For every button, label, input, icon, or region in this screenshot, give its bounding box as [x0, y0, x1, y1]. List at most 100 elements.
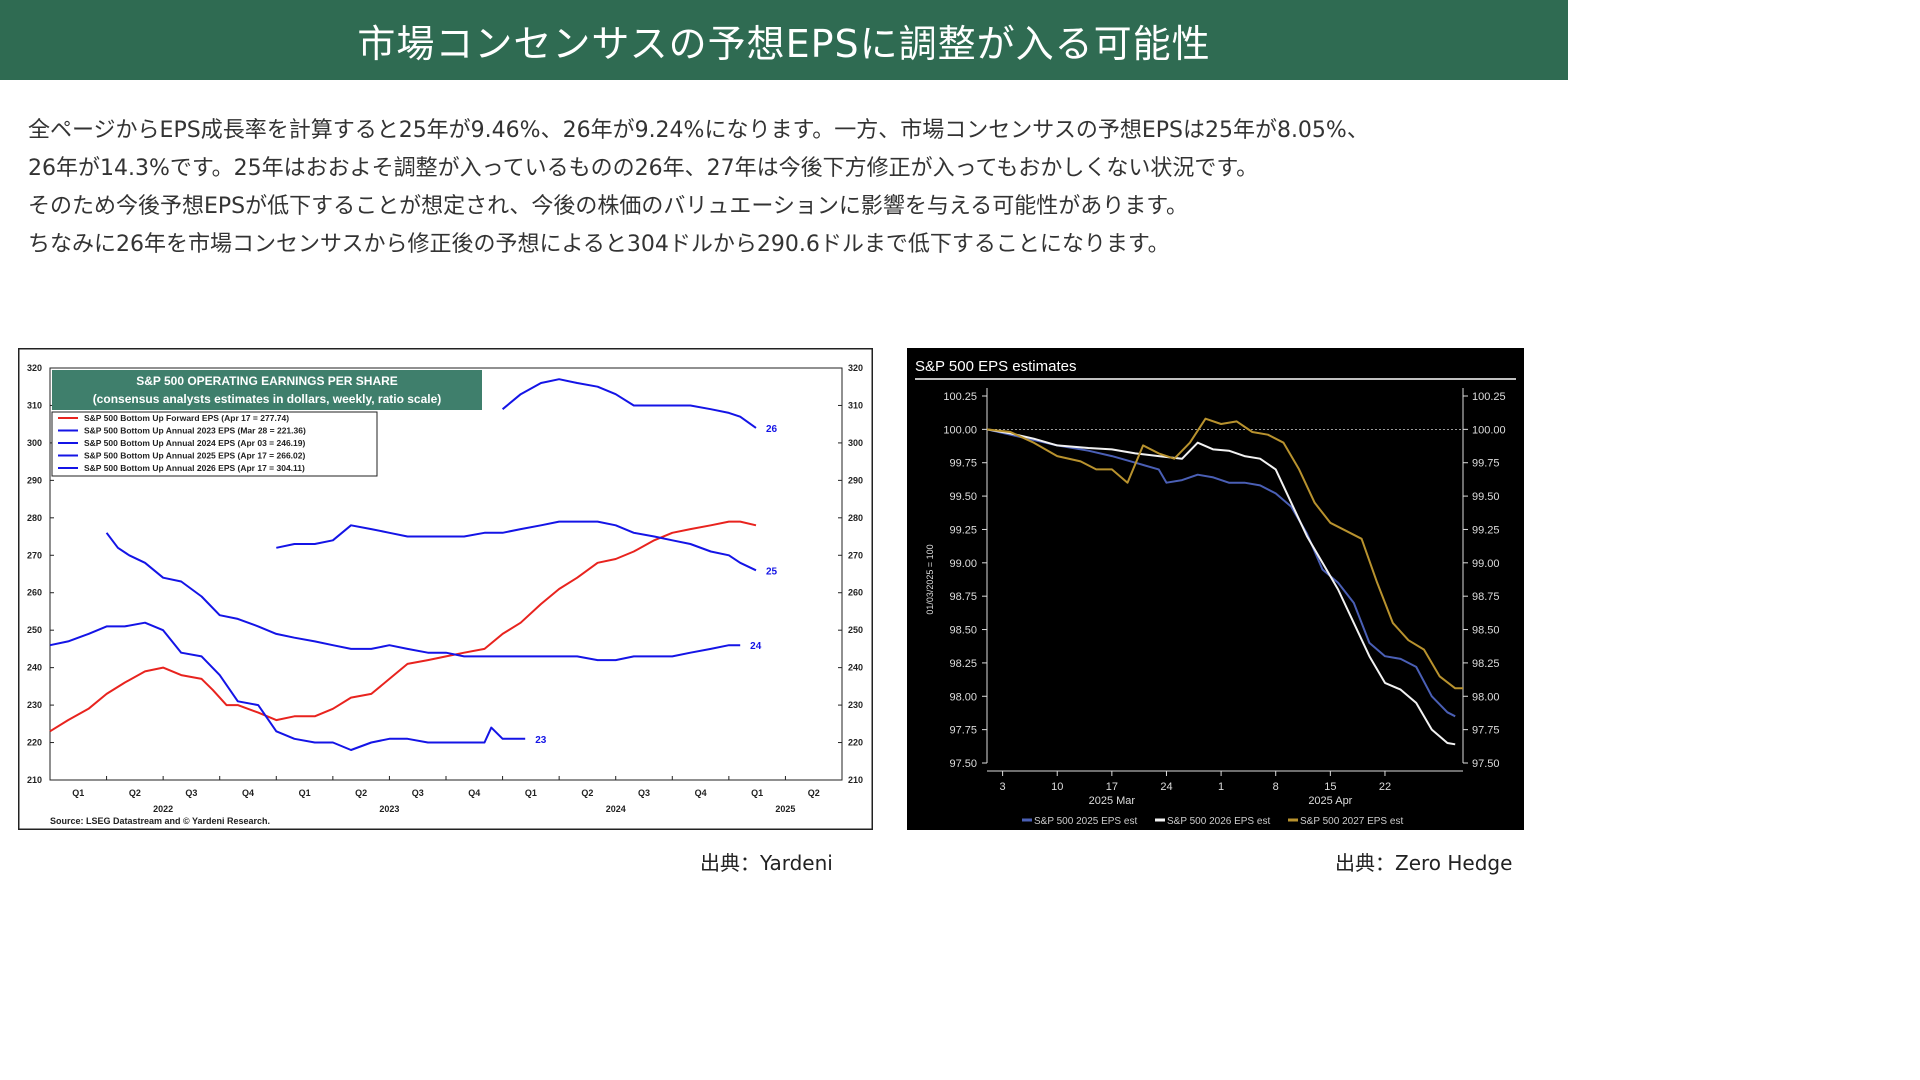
- legend-entry: S&P 500 Bottom Up Annual 2025 EPS (Apr 1…: [84, 451, 305, 461]
- series-end-label: 23: [535, 735, 547, 746]
- series-end-label: 24: [750, 641, 762, 652]
- x-tick-label: Q2: [129, 788, 141, 798]
- y-tick-label-left: 290: [27, 475, 42, 485]
- y-tick-label-left: 98.25: [949, 658, 977, 670]
- y-tick-label-left: 99.50: [949, 491, 977, 503]
- y-tick-label-right: 99.75: [1472, 458, 1500, 470]
- body-line: 全ページからEPS成長率を計算すると25年が9.46%、26年が9.24%になり…: [28, 118, 1369, 143]
- y-tick-label-right: 300: [848, 438, 863, 448]
- y-tick-label-left: 99.00: [949, 558, 977, 570]
- y-tick-label-left: 270: [27, 550, 42, 560]
- y-tick-label-left: 98.75: [949, 591, 977, 603]
- y-tick-label-right: 280: [848, 513, 863, 523]
- y-tick-label-right: 97.75: [1472, 725, 1500, 737]
- header-bar: 市場コンセンサスの予想EPSに調整が入る可能性: [0, 0, 1568, 80]
- y-tick-label-left: 100.25: [943, 391, 977, 403]
- series-end-label: 25: [766, 566, 778, 577]
- body-line: 26年が14.3%です。25年はおおよそ調整が入っているものの26年、27年は今…: [28, 156, 1259, 181]
- x-tick-label: Q2: [355, 788, 367, 798]
- body-text: 全ページからEPS成長率を計算すると25年が9.46%、26年が9.24%になり…: [28, 112, 1548, 264]
- y-tick-label-right: 250: [848, 625, 863, 635]
- series-line: [49, 621, 526, 751]
- y-tick-label-left: 240: [27, 663, 42, 673]
- y-tick-label-right: 99.00: [1472, 558, 1500, 570]
- chart-source-note: Source: LSEG Datastream and © Yardeni Re…: [50, 816, 270, 826]
- y-tick-label-left: 98.00: [949, 691, 977, 703]
- series-line: [276, 520, 757, 572]
- y-tick-label-right: 210: [848, 775, 863, 785]
- y-tick-label-left: 100.00: [943, 424, 977, 436]
- y-tick-label-right: 310: [848, 400, 863, 410]
- series-line: [105, 532, 741, 662]
- x-tick-label: 24: [1160, 781, 1172, 793]
- legend-entry: S&P 500 Bottom Up Forward EPS (Apr 17 = …: [84, 413, 289, 423]
- page-title: 市場コンセンサスの予想EPSに調整が入る可能性: [357, 21, 1211, 66]
- y-tick-label-left: 220: [27, 738, 42, 748]
- series-line: [986, 428, 1456, 746]
- x-tick-label: 22: [1379, 781, 1391, 793]
- chart-title-box: [52, 370, 482, 410]
- y-tick-label-right: 290: [848, 475, 863, 485]
- body-line: そのため今後予想EPSが低下することが想定され、今後の株価のバリュエーションに影…: [28, 194, 1189, 219]
- y-tick-label-left: 210: [27, 775, 42, 785]
- x-tick-label: 3: [1000, 781, 1006, 793]
- chart-title: S&P 500 EPS estimates: [915, 358, 1076, 375]
- y-tick-label-left: 260: [27, 588, 42, 598]
- y-tick-label-right: 99.25: [1472, 524, 1500, 536]
- zerohedge-eps-chart: S&P 500 EPS estimates 97.50 97.50 97.75 97.7…: [907, 348, 1524, 830]
- x-tick-label: Q4: [468, 788, 480, 798]
- y-tick-label-left: 300: [27, 438, 42, 448]
- series-line: [986, 428, 1456, 718]
- y-tick-label-right: 270: [848, 550, 863, 560]
- source-left: 出典：Yardeni: [700, 851, 833, 875]
- y-tick-label-right: 320: [848, 363, 863, 373]
- x-tick-label: Q2: [581, 788, 593, 798]
- chart-background: [907, 348, 1524, 830]
- legend-entry: S&P 500 2025 EPS est: [1034, 816, 1137, 827]
- legend-entry: S&P 500 Bottom Up Annual 2023 EPS (Mar 2…: [84, 426, 306, 436]
- y-tick-label-right: 260: [848, 588, 863, 598]
- y-tick-label-right: 98.50: [1472, 625, 1500, 637]
- x-tick-label: Q1: [751, 788, 763, 798]
- y-axis-label: 01/03/2025 = 100: [925, 544, 935, 614]
- y-tick-label-right: 220: [848, 738, 863, 748]
- year-label: 2022: [153, 804, 173, 814]
- series-line: [986, 417, 1463, 690]
- y-tick-label-left: 97.50: [949, 758, 977, 770]
- legend-entry: S&P 500 2026 EPS est: [1167, 816, 1270, 827]
- body-line: ちなみに26年を市場コンセンサスから修正後の予想によると304ドルから290.6…: [28, 232, 1170, 257]
- x-tick-label: 10: [1051, 781, 1063, 793]
- x-tick-label: Q3: [185, 788, 197, 798]
- legend-entry: S&P 500 Bottom Up Annual 2026 EPS (Apr 1…: [84, 463, 305, 473]
- y-tick-label-right: 97.50: [1472, 758, 1500, 770]
- y-tick-label-left: 97.75: [949, 725, 977, 737]
- month-label: 2025 Apr: [1308, 795, 1352, 807]
- x-tick-label: Q4: [242, 788, 254, 798]
- y-tick-label-left: 98.50: [949, 625, 977, 637]
- year-label: 2024: [606, 804, 626, 814]
- source-right: 出典：Zero Hedge: [1335, 851, 1513, 875]
- x-tick-label: 17: [1106, 781, 1118, 793]
- series-line: [49, 520, 757, 733]
- x-tick-label: Q1: [299, 788, 311, 798]
- y-tick-label-left: 250: [27, 625, 42, 635]
- y-tick-label-right: 98.75: [1472, 591, 1500, 603]
- legend-box: [51, 411, 378, 477]
- series-end-label: 26: [766, 424, 778, 435]
- x-tick-label: Q3: [412, 788, 424, 798]
- x-tick-label: 8: [1273, 781, 1279, 793]
- y-tick-label-right: 100.00: [1472, 424, 1506, 436]
- x-tick-label: Q1: [525, 788, 537, 798]
- y-tick-label-right: 99.50: [1472, 491, 1500, 503]
- x-tick-label: Q3: [638, 788, 650, 798]
- y-tick-label-right: 230: [848, 700, 863, 710]
- year-label: 2023: [379, 804, 399, 814]
- legend-entry: S&P 500 2027 EPS est: [1300, 816, 1403, 827]
- chart-subtitle: (consensus analysts estimates in dollars…: [93, 392, 442, 406]
- year-label: 2025: [775, 804, 795, 814]
- y-tick-label-left: 99.75: [949, 458, 977, 470]
- month-label: 2025 Mar: [1089, 795, 1136, 807]
- yardeni-eps-chart: 210 210 220 220 230 230 240 240 250 250 260 260 270 2…: [18, 348, 873, 830]
- y-tick-label-left: 99.25: [949, 524, 977, 536]
- y-tick-label-right: 240: [848, 663, 863, 673]
